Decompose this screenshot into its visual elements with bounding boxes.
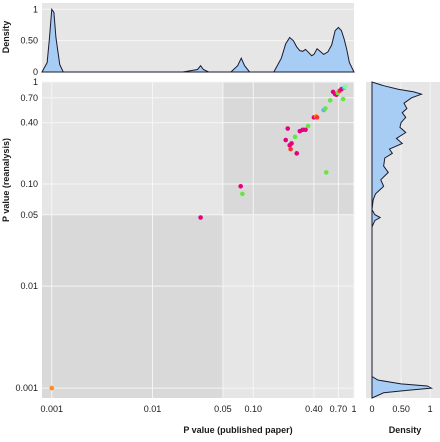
top-tick-label: 0.50 [20,36,38,46]
data-point [323,106,328,111]
x-tick-label: 0.05 [214,404,232,414]
y-tick-label: 0.01 [20,281,38,291]
y-axis-title: P value (reanalysis) [1,138,11,222]
data-point [240,191,245,197]
data-point [288,146,293,152]
right-density-label: Density [389,425,422,435]
top-density-panel: 0 0.50 1 Density [1,3,355,77]
y-tick-label: 0.001 [15,383,38,393]
y-tick-label: 0.70 [20,93,38,103]
region-both-significant [42,214,223,398]
data-point [238,184,243,189]
y-tick-label: 0.10 [20,179,38,189]
data-point [323,170,329,175]
data-point [285,126,291,131]
data-point [314,115,320,120]
data-point [292,134,298,140]
right-tick-label: 0.50 [392,404,410,414]
x-tick-label: 0.70 [330,404,348,414]
data-point [303,127,308,133]
data-point [283,137,289,143]
right-density-curve [371,81,434,399]
data-point [49,385,55,391]
data-point [305,123,311,129]
top-tick-label: 1 [33,4,38,14]
x-tick-label: 0.001 [40,404,63,414]
x-tick-label: 1 [351,404,356,414]
data-point [340,96,346,102]
y-tick-label: 0.05 [20,210,38,220]
scatter-panel: 0.001 0.01 0.05 0.10 0.40 0.70 10.0010.010.050… [15,77,356,414]
right-density-panel: 0 0.50 1 Density [366,81,440,435]
data-point [198,215,203,220]
y-tick-label: 1 [33,77,38,87]
top-density-curve [41,7,355,73]
top-tick-label: 0 [33,67,38,77]
right-tick-label: 1 [428,404,433,414]
data-point [289,141,294,146]
x-tick-label: 0.01 [144,404,162,414]
x-tick-label: 0.10 [244,404,262,414]
data-point [343,84,348,89]
x-tick-label: 0.40 [305,404,323,414]
data-point [294,151,300,156]
y-tick-label: 0.40 [20,118,38,128]
data-point [327,98,333,103]
right-tick-label: 0 [369,404,374,414]
axis-labels: P value (published paper) P value (reanal… [1,138,293,435]
x-axis-title: P value (published paper) [183,425,292,435]
top-density-label: Density [1,21,11,54]
